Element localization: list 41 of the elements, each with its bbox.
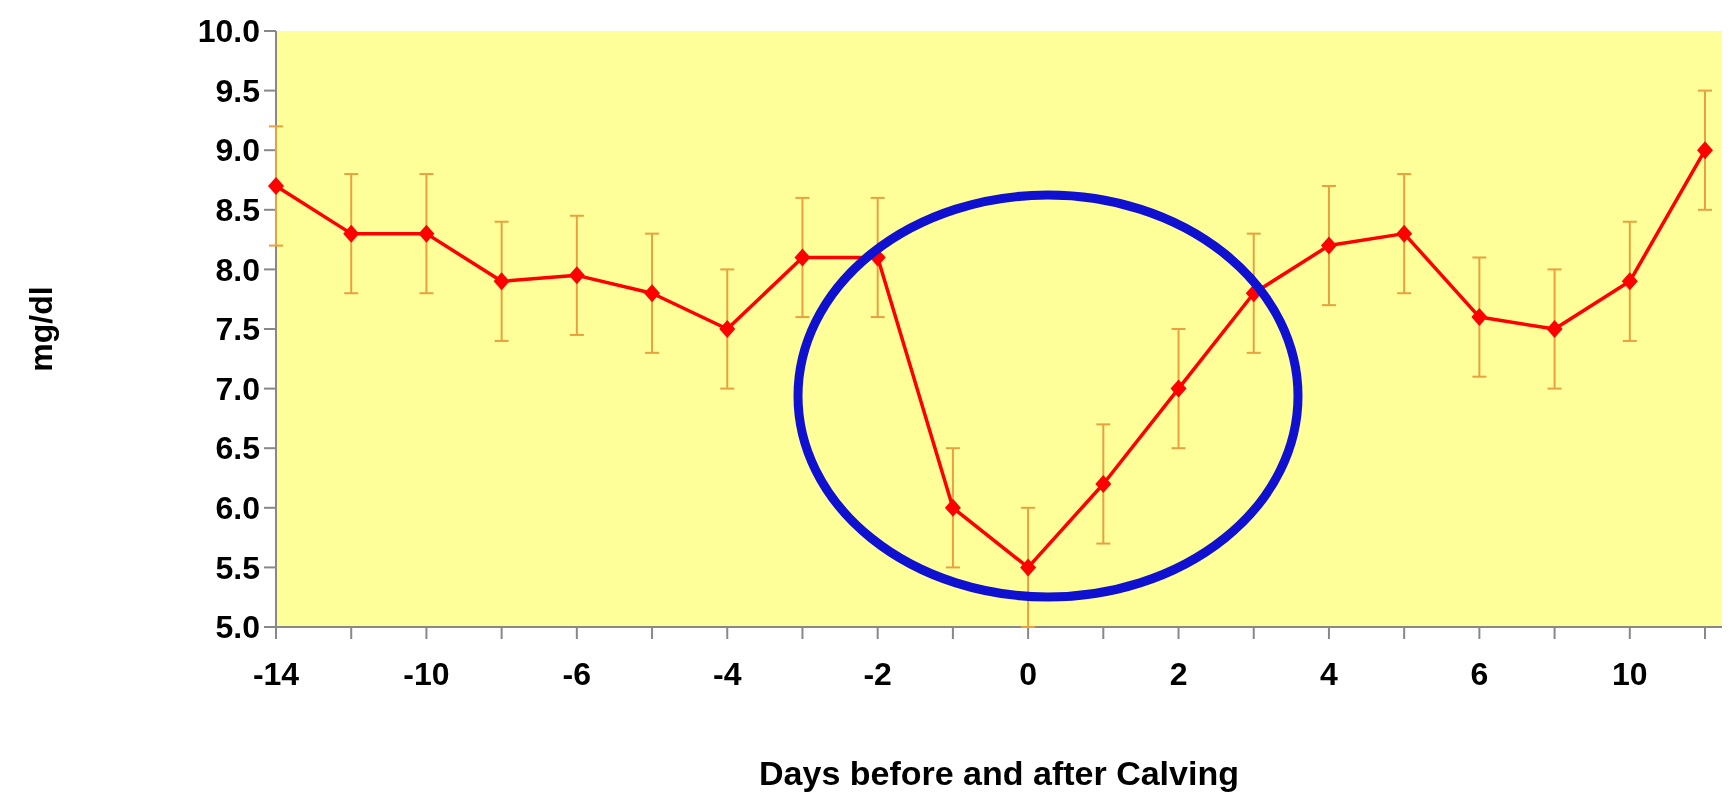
- x-tick-label: 0: [1019, 656, 1037, 692]
- point: [1095, 474, 1112, 493]
- y-axis-title: mg/dl: [23, 286, 59, 372]
- point: [944, 498, 961, 517]
- x-tick-label: -4: [713, 656, 742, 692]
- point: [1621, 272, 1638, 291]
- point: [794, 248, 811, 267]
- x-tick-label: 4: [1320, 656, 1339, 692]
- x-axis-title: Days before and after Calving: [759, 754, 1239, 792]
- x-tick-label: -10: [403, 656, 450, 692]
- point: [268, 176, 284, 195]
- point: [493, 272, 510, 291]
- point: [418, 224, 435, 243]
- y-tick-label: 6.5: [215, 430, 260, 467]
- x-tick-label: 2: [1169, 656, 1188, 692]
- y-tick-label: 10.0: [197, 13, 260, 50]
- y-tick-label: 9.5: [215, 72, 260, 109]
- x-tick-label: 6: [1470, 656, 1489, 692]
- point: [1546, 320, 1563, 338]
- y-tick-label: 8.5: [215, 192, 260, 228]
- y-tick-label: 7.5: [215, 311, 260, 348]
- point: [568, 266, 585, 285]
- y-tick-label: 7.0: [215, 370, 260, 407]
- y-tick-label: 5.0: [215, 609, 260, 646]
- point: [1320, 236, 1337, 255]
- x-tick-label: 10: [1611, 656, 1648, 692]
- y-tick-label: 9.0: [215, 132, 260, 169]
- point: [1697, 141, 1713, 160]
- x-tick-label: -6: [562, 656, 592, 692]
- y-tick-label: 6.0: [215, 490, 260, 526]
- point: [644, 284, 661, 303]
- y-tick-label: 5.5: [215, 549, 260, 586]
- point: [1471, 308, 1488, 327]
- point: [1396, 224, 1413, 243]
- point: [1020, 558, 1037, 577]
- point: [1170, 379, 1187, 398]
- x-tick-label: -14: [252, 656, 300, 692]
- point: [343, 224, 360, 243]
- y-tick-label: 8.0: [215, 251, 260, 288]
- point: [719, 320, 736, 338]
- x-tick-label: -2: [863, 656, 892, 692]
